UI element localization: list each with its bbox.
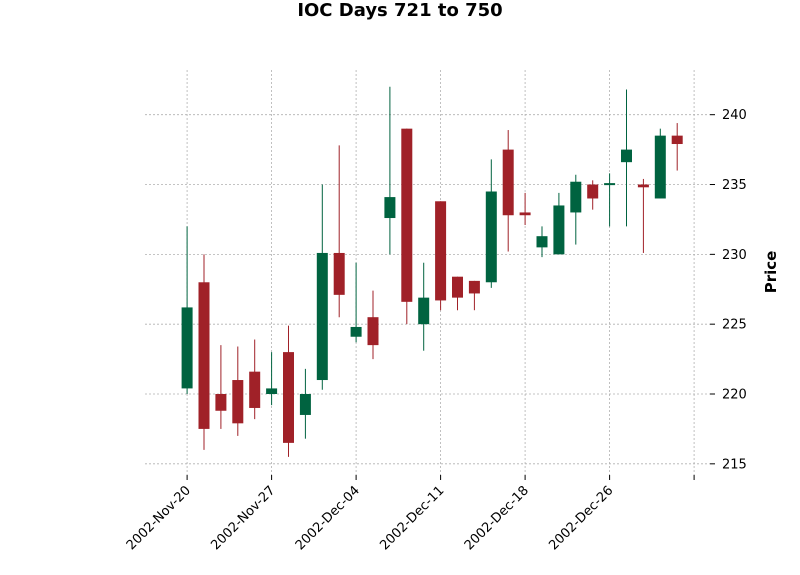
y-tick-label: 235 xyxy=(722,178,747,193)
candle-body xyxy=(671,135,683,145)
candle-body xyxy=(587,184,599,199)
candle-body xyxy=(485,191,497,283)
y-tick-label: 240 xyxy=(722,108,747,123)
x-tick-label: 2002-Nov-20 xyxy=(124,483,194,553)
candle-body xyxy=(468,280,480,294)
candle-body xyxy=(283,352,294,443)
candle-body xyxy=(654,135,666,199)
candle-body xyxy=(232,380,244,424)
candle-body xyxy=(215,394,227,411)
candle-body xyxy=(316,252,328,381)
x-tick-label: 2002-Dec-11 xyxy=(377,483,447,553)
candle-body xyxy=(299,394,311,415)
y-tick-label: 230 xyxy=(722,248,747,263)
x-tick-label: 2002-Dec-04 xyxy=(293,483,363,553)
candle-body xyxy=(637,184,649,188)
x-tick-label: 2002-Dec-18 xyxy=(462,483,532,553)
candle-body xyxy=(604,183,616,186)
candle-body xyxy=(418,297,430,325)
candle-body xyxy=(181,307,193,389)
candle-body xyxy=(452,276,463,298)
candle-body xyxy=(266,388,278,394)
candle-body xyxy=(621,149,632,163)
y-tick-label: 220 xyxy=(722,388,747,403)
candle-body xyxy=(553,205,565,255)
y-tick-label: 225 xyxy=(722,318,747,333)
y-axis-title: Price xyxy=(762,251,780,294)
x-axis: 2002-Nov-20 2002-Nov-27 2002-Dec-04 2002-De… xyxy=(124,475,695,553)
candle-body xyxy=(333,252,345,295)
candle-body xyxy=(350,326,362,337)
candle-body xyxy=(384,197,396,219)
candle-body xyxy=(519,212,531,216)
x-tick-label: 2002-Dec-26 xyxy=(546,483,616,553)
chart-title: IOC Days 721 to 750 xyxy=(297,0,503,21)
candle-body xyxy=(198,282,210,429)
candle-body xyxy=(536,236,548,248)
candle-body xyxy=(570,181,582,213)
candle-body xyxy=(367,317,379,346)
candle-body xyxy=(249,371,261,408)
y-tick-label: 215 xyxy=(722,457,747,472)
x-tick-label: 2002-Nov-27 xyxy=(208,483,278,553)
y-axis: 215 220 225 230 235 240 xyxy=(710,108,747,472)
candle-body xyxy=(502,149,514,216)
candles-group xyxy=(181,86,683,457)
candle-body xyxy=(435,201,447,301)
candle-body xyxy=(401,128,413,302)
grid-lines xyxy=(145,70,710,475)
